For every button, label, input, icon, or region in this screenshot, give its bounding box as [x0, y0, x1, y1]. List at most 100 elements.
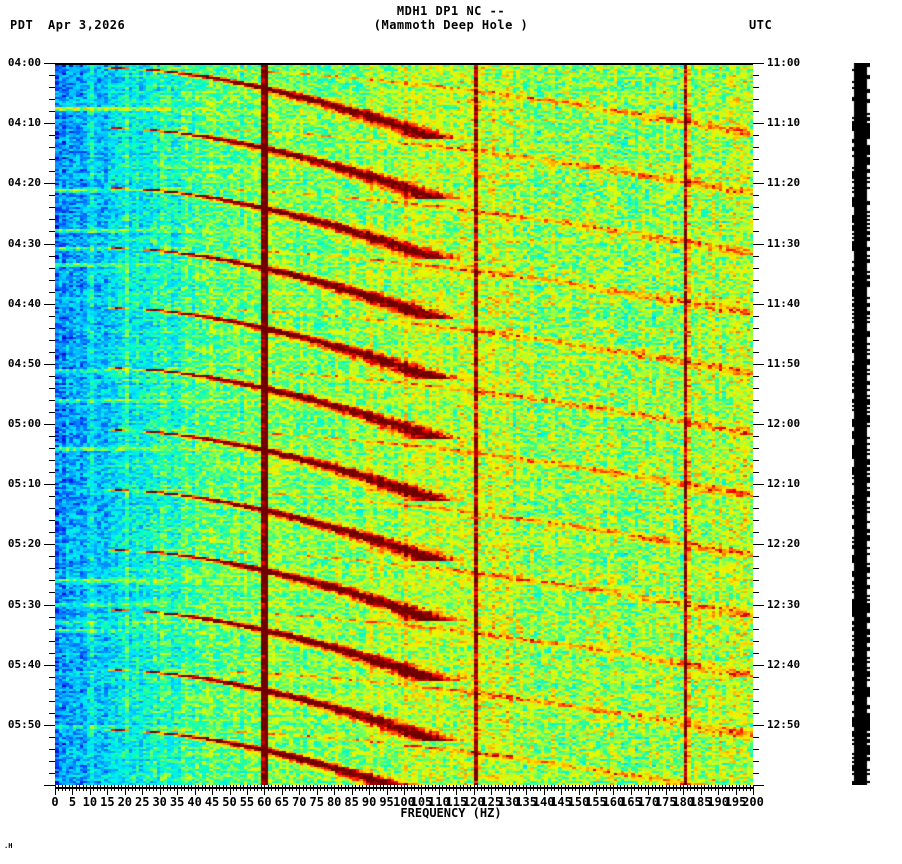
axis-tick	[49, 267, 55, 269]
axis-tick	[44, 243, 55, 245]
frequency-tick	[334, 785, 336, 795]
frequency-tick	[554, 785, 556, 791]
frequency-tick	[498, 785, 500, 791]
frequency-tick	[672, 785, 674, 791]
time-tick-label-left: 05:30	[7, 597, 41, 611]
axis-tick	[753, 472, 759, 474]
frequency-tick	[152, 785, 154, 791]
axis-tick	[49, 375, 55, 377]
frequency-tick	[365, 785, 367, 791]
axis-tick	[49, 640, 55, 642]
frequency-tick	[327, 785, 329, 791]
time-tick-label-left: 04:20	[7, 176, 41, 190]
frequency-tick	[194, 785, 196, 795]
timezone-label-local: PDT	[10, 18, 34, 32]
time-tick-label-left: 05:50	[7, 717, 41, 731]
axis-tick	[49, 99, 55, 101]
frequency-tick	[313, 785, 315, 791]
frequency-tick-label: 145	[550, 795, 572, 809]
axis-tick	[49, 580, 55, 582]
frequency-tick	[201, 785, 203, 791]
time-tick-label-right: 12:10	[767, 477, 801, 491]
frequency-axis-title: FREQUENCY (HZ)	[400, 806, 502, 820]
axis-tick	[753, 664, 764, 666]
frequency-tick	[494, 785, 496, 791]
axis-tick	[44, 63, 55, 64]
frequency-tick	[665, 785, 667, 795]
axis-tick	[753, 291, 759, 293]
frequency-tick-label: 95	[379, 795, 394, 809]
axis-tick	[49, 748, 55, 750]
frequency-tick	[100, 785, 102, 791]
axis-tick	[753, 532, 759, 534]
frequency-tick	[634, 785, 636, 791]
time-tick-label-right: 11:30	[767, 236, 801, 250]
axis-tick	[753, 676, 759, 678]
frequency-tick	[505, 785, 507, 791]
frequency-tick-label: 175	[654, 795, 677, 809]
axis-tick	[753, 303, 764, 305]
time-tick-label-left: 04:10	[7, 116, 41, 130]
frequency-tick	[686, 785, 688, 791]
time-tick-label-right: 11:20	[767, 176, 801, 190]
frequency-tick-label: 85	[344, 795, 359, 809]
axis-tick	[753, 195, 759, 197]
frequency-tick	[410, 785, 412, 791]
frequency-tick	[714, 785, 716, 791]
frequency-tick	[61, 785, 63, 791]
axis-tick	[753, 399, 759, 401]
axis-tick	[753, 99, 759, 101]
frequency-tick	[89, 785, 91, 795]
axis-tick	[49, 760, 55, 762]
frequency-tick	[417, 785, 419, 791]
axis-tick	[49, 688, 55, 690]
axis-tick	[49, 291, 55, 293]
frequency-tick	[690, 785, 692, 791]
frequency-tick	[93, 785, 95, 791]
frequency-tick	[107, 785, 109, 795]
frequency-tick	[620, 785, 622, 791]
axis-tick	[44, 363, 55, 365]
time-tick-label-right: 12:00	[767, 417, 801, 430]
frequency-tick	[676, 785, 678, 791]
frequency-tick	[742, 785, 744, 791]
frequency-tick	[215, 785, 217, 791]
frequency-tick-label: 180	[672, 795, 695, 809]
axis-tick	[49, 508, 55, 510]
frequency-tick	[159, 785, 161, 795]
axis-tick	[49, 652, 55, 654]
frequency-tick	[501, 785, 503, 791]
frequency-tick	[753, 785, 754, 795]
frequency-tick	[302, 785, 304, 791]
axis-tick	[44, 484, 55, 486]
axis-tick	[49, 616, 55, 618]
axis-tick	[753, 748, 759, 750]
frequency-tick	[592, 785, 594, 791]
frequency-tick	[65, 785, 67, 791]
frequency-tick	[609, 785, 611, 791]
time-tick-label-right: 12:30	[767, 597, 801, 611]
frequency-tick	[390, 785, 392, 791]
frequency-tick	[616, 785, 618, 791]
frequency-tick	[421, 785, 423, 795]
frequency-tick	[170, 785, 172, 791]
frequency-tick	[103, 785, 105, 791]
frequency-tick	[369, 785, 371, 795]
axis-tick	[753, 207, 759, 209]
axis-tick	[753, 640, 759, 642]
axis-tick	[49, 171, 55, 173]
axis-tick	[753, 496, 759, 498]
axis-tick	[753, 375, 759, 377]
axis-tick	[753, 135, 759, 137]
frequency-tick	[557, 785, 559, 791]
axis-tick	[49, 772, 55, 774]
frequency-tick	[68, 785, 70, 791]
frequency-tick	[260, 785, 262, 791]
frequency-tick-label: 140	[532, 795, 555, 809]
frequency-tick	[372, 785, 374, 791]
frequency-tick-label: 30	[152, 795, 167, 809]
spectrogram-plot[interactable]	[55, 63, 753, 785]
frequency-tick-label: 10	[82, 795, 98, 809]
axis-tick	[49, 351, 55, 353]
frequency-tick-label: 115	[445, 795, 468, 809]
